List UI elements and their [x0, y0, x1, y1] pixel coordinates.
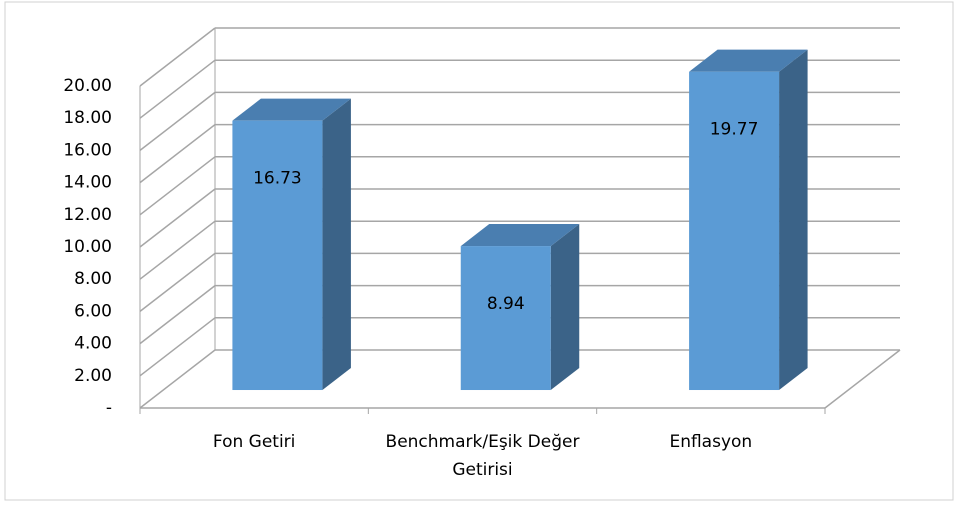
y-tick-label: 16.00 [63, 140, 112, 160]
grid-line [139, 188, 216, 248]
y-tick-label: 4.00 [74, 334, 112, 354]
bar-top [460, 224, 580, 247]
y-tick-label: 14.00 [63, 173, 112, 193]
bar-side [779, 49, 808, 391]
grid-line [139, 220, 216, 280]
y-tick-label: 20.00 [63, 76, 112, 96]
grid-line [139, 285, 216, 345]
y-tick-label: 12.00 [63, 205, 112, 225]
x-tick-label: Fon Getiri [212, 432, 296, 452]
grid-line [139, 349, 216, 409]
bar-side [550, 224, 580, 391]
grid-line [139, 27, 216, 87]
floor-edge [824, 349, 901, 409]
y-tick-label: 8.00 [74, 269, 112, 289]
bar-top [232, 98, 351, 121]
grid-line [139, 317, 216, 377]
data-label: 8.94 [487, 294, 525, 314]
chart-frame [4, 1, 954, 501]
data-label: 16.73 [253, 169, 302, 189]
grid-line [139, 124, 216, 184]
x-tick-label: Benchmark/Eşik Değer Getirisi [385, 432, 580, 480]
y-tick-label: - [106, 398, 112, 418]
bar [232, 120, 323, 391]
y-tick-label: 18.00 [63, 108, 112, 128]
y-tick-label: 2.00 [74, 366, 112, 386]
x-tick-label: Enflasyon [669, 432, 753, 452]
bar-side [322, 98, 351, 391]
grid-line [139, 59, 216, 119]
y-tick-label: 10.00 [63, 237, 112, 257]
data-label: 19.77 [710, 120, 759, 140]
grid-line [139, 156, 216, 216]
y-tick-label: 6.00 [74, 301, 112, 321]
bar [689, 71, 780, 391]
grid-line [139, 252, 216, 312]
grid-line [139, 91, 216, 151]
bar-top [689, 49, 808, 72]
bar [460, 246, 551, 391]
